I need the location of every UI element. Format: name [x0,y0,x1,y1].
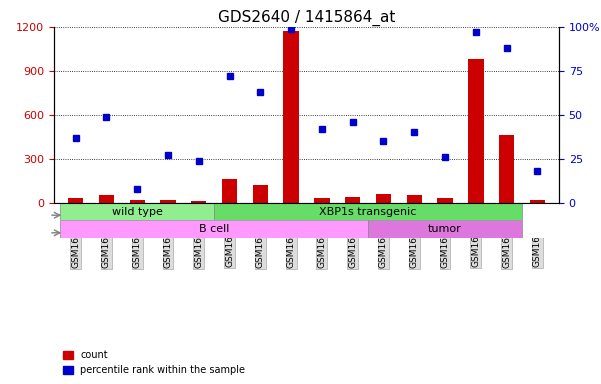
Bar [468,59,484,203]
Legend: count, percentile rank within the sample: count, percentile rank within the sample [59,346,249,379]
FancyBboxPatch shape [368,220,522,238]
Text: B cell: B cell [199,224,230,234]
Bar [68,199,84,203]
Bar [529,200,545,203]
Bar [376,194,391,203]
FancyBboxPatch shape [60,220,368,238]
Text: wild type: wild type [112,207,163,217]
Title: GDS2640 / 1415864_at: GDS2640 / 1415864_at [218,9,395,25]
Bar [160,200,175,203]
Bar [406,195,422,203]
FancyBboxPatch shape [60,203,214,220]
Bar [314,198,329,203]
Text: tumor: tumor [428,224,462,234]
Bar [252,185,268,203]
Bar [129,200,145,203]
Bar [438,199,453,203]
Bar [284,31,299,203]
Bar [99,195,114,203]
Bar [499,136,514,203]
Bar [222,179,237,203]
FancyBboxPatch shape [214,203,522,220]
Text: XBP1s transgenic: XBP1s transgenic [319,207,416,217]
Bar [191,201,207,203]
Bar [345,197,361,203]
